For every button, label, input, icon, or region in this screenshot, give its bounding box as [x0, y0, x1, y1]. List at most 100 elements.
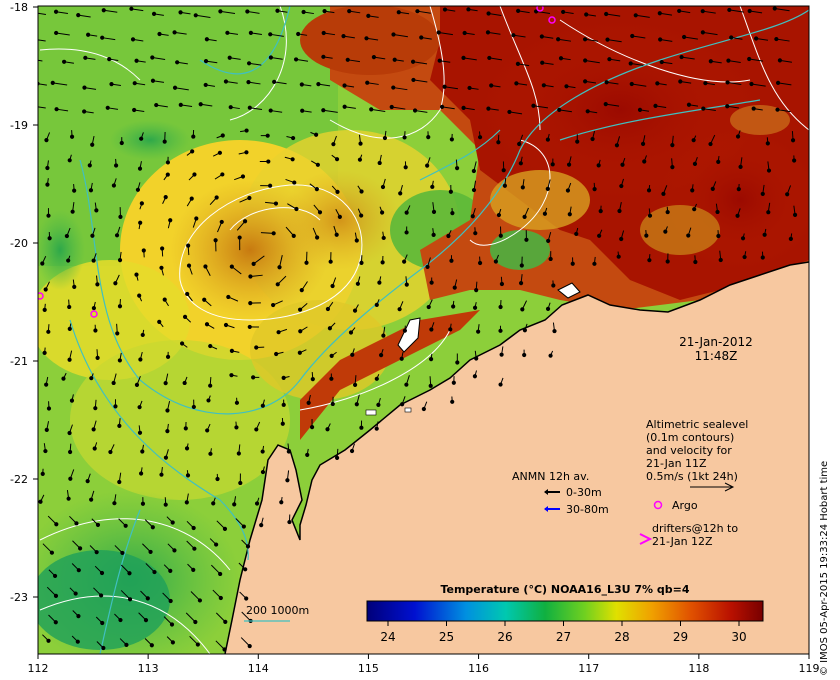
velocity-arrowhead: [115, 331, 120, 336]
velocity-arrowhead: [617, 208, 622, 214]
velocity-arrowhead: [293, 57, 299, 62]
anmn-legend: ANMN 12h av. 0-30m 30-80m: [512, 470, 609, 516]
velocity-arrowhead: [448, 189, 453, 194]
velocity-arrowhead: [760, 255, 765, 260]
velocity-arrowhead: [628, 61, 633, 66]
velocity-arrowhead: [287, 519, 292, 525]
velocity-arrowhead: [163, 381, 168, 386]
land: [225, 262, 809, 654]
velocity-arrowhead: [100, 620, 105, 626]
velocity-arrowhead: [92, 446, 97, 451]
velocity-arrowhead: [327, 326, 332, 331]
velocity-arrowhead: [561, 9, 566, 15]
velocity-arrowhead: [234, 400, 240, 405]
velocity-arrowhead: [226, 294, 231, 300]
isobath-label: 200 1000m: [246, 604, 309, 617]
velocity-arrowhead: [203, 264, 208, 269]
velocity-arrowhead: [516, 8, 521, 13]
drifters-label: drifters@12h to: [652, 522, 738, 535]
velocity-arrowhead: [328, 259, 333, 264]
velocity-arrowhead: [191, 404, 196, 410]
velocity-arrowhead: [607, 57, 612, 62]
velocity-arrowhead: [130, 37, 136, 42]
velocity-arrowhead: [281, 375, 286, 380]
velocity-arrowhead: [692, 161, 698, 167]
velocity-arrowhead: [630, 33, 635, 39]
velocity-arrowhead: [686, 233, 691, 238]
velocity-arrowhead: [317, 210, 323, 215]
velocity-arrow: [412, 61, 428, 65]
velocity-arrowhead: [99, 593, 104, 598]
velocity-arrow: [703, 108, 716, 112]
velocity-arrowhead: [690, 188, 695, 193]
velocity-arrowhead: [296, 31, 301, 37]
velocity-arrowhead: [316, 82, 321, 87]
velocity-arrow: [253, 255, 265, 265]
velocity-arrowhead: [179, 341, 185, 346]
velocity-arrowhead: [117, 479, 122, 485]
lon-tick-label: 114: [248, 662, 269, 675]
velocity-arrowhead: [642, 159, 647, 164]
velocity-arrowhead: [139, 471, 144, 476]
velocity-arrow: [323, 109, 338, 113]
velocity-arrow: [260, 232, 274, 234]
velocity-arrowhead: [168, 218, 173, 223]
velocity-arrowhead: [455, 360, 460, 365]
velocity-arrowhead: [245, 544, 251, 549]
velocity-arrowhead: [775, 107, 780, 112]
velocity-arrowhead: [113, 404, 118, 409]
depth-deep-label: 30-80m: [566, 503, 609, 516]
colorbar: Temperature (°C) NOAA16_L3U 7% qb=4 24 25…: [366, 583, 764, 644]
velocity-arrowhead: [67, 326, 72, 331]
velocity-arrowhead: [54, 107, 59, 112]
velocity-arrowhead: [590, 136, 595, 142]
velocity-arrowhead: [496, 212, 502, 218]
velocity-arrowhead: [522, 328, 527, 333]
velocity-arrowhead: [90, 233, 95, 238]
velocity-arrowhead: [765, 141, 770, 146]
velocity-arrowhead: [244, 150, 249, 155]
argo-legend-label: Argo: [672, 499, 698, 512]
velocity-arrowhead: [140, 449, 145, 454]
velocity-arrowhead: [522, 352, 527, 358]
velocity-arrowhead: [754, 36, 759, 41]
velocity-arrowhead: [243, 567, 248, 572]
velocity-arrowhead: [541, 83, 546, 88]
velocity-arrowhead: [398, 191, 403, 196]
velocity-arrowhead: [151, 11, 157, 16]
velocity-arrowhead: [762, 232, 767, 237]
argo-float[interactable]: [90, 310, 98, 318]
velocity-arrowhead: [450, 210, 455, 216]
velocity-arrowhead: [259, 523, 264, 528]
velocity-arrowhead: [178, 10, 183, 15]
argo-float[interactable]: [37, 292, 44, 300]
velocity-arrowhead: [127, 597, 133, 602]
argo-float[interactable]: [548, 16, 556, 24]
velocity-arrowhead: [774, 36, 779, 42]
velocity-arrowhead: [515, 61, 521, 66]
velocity-arrowhead: [686, 102, 692, 107]
velocity-arrow: [778, 82, 792, 86]
velocity-arrow: [749, 58, 764, 62]
velocity-arrowhead: [213, 238, 218, 243]
velocity-arrowhead: [129, 6, 134, 11]
velocity-arrowhead: [76, 614, 81, 619]
velocity-arrow: [533, 105, 549, 109]
velocity-arrowhead: [314, 132, 319, 137]
velocity-arrowhead: [89, 497, 94, 502]
velocity-arrowhead: [735, 213, 740, 218]
velocity-arrowhead: [273, 201, 279, 206]
velocity-arrowhead: [150, 55, 155, 60]
velocity-arrowhead: [82, 85, 87, 90]
velocity-arrowhead: [268, 183, 273, 188]
velocity-arrowhead: [43, 287, 48, 292]
velocity-arrowhead: [159, 265, 164, 270]
velocity-arrowhead: [620, 162, 625, 167]
velocity-arrowhead: [40, 471, 45, 476]
argo-float[interactable]: [536, 5, 544, 12]
velocity-arrowhead: [493, 259, 498, 264]
velocity-arrowhead: [193, 619, 198, 625]
velocity-arrow: [174, 87, 189, 91]
velocity-arrowhead: [566, 162, 572, 167]
velocity-arrowhead: [67, 357, 72, 362]
